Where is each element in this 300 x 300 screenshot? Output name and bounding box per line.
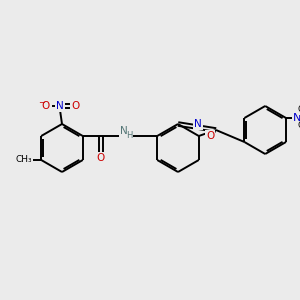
Text: N: N bbox=[120, 126, 128, 136]
Text: H: H bbox=[127, 130, 133, 140]
Text: CH₃: CH₃ bbox=[16, 155, 32, 164]
Text: N: N bbox=[194, 119, 202, 129]
Text: N: N bbox=[56, 101, 64, 111]
Text: CH₃: CH₃ bbox=[297, 122, 300, 130]
Text: O: O bbox=[71, 101, 79, 111]
Text: CH₃: CH₃ bbox=[297, 106, 300, 115]
Text: O: O bbox=[206, 131, 214, 141]
Text: N: N bbox=[293, 113, 300, 123]
Text: −: − bbox=[38, 98, 46, 107]
Text: O: O bbox=[42, 101, 50, 111]
Text: O: O bbox=[97, 153, 105, 163]
